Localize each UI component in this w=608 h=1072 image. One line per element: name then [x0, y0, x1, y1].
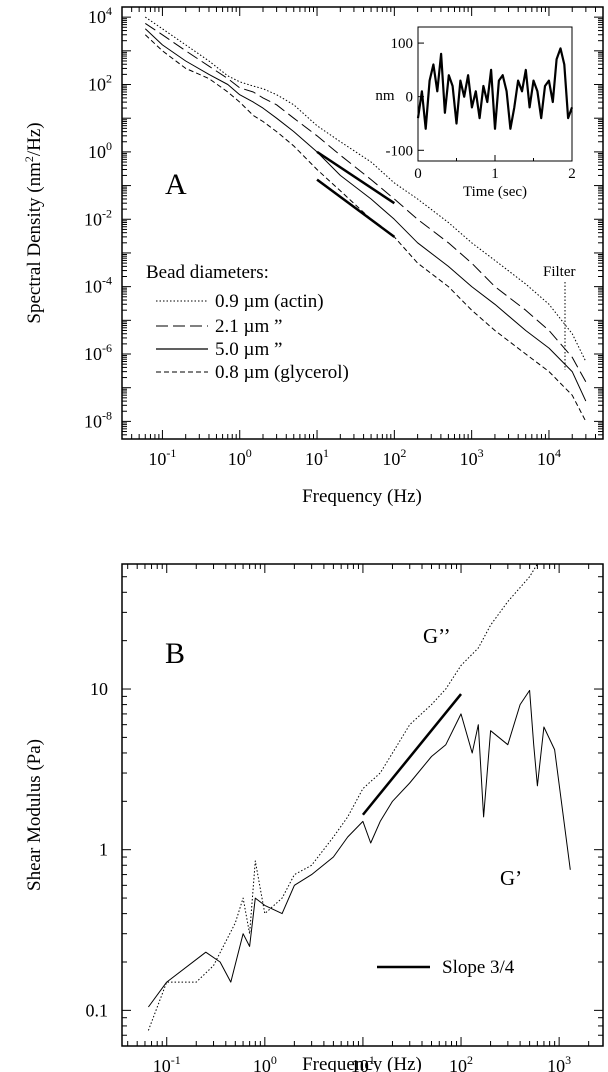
label-g-prime: G’: [500, 866, 522, 890]
panel-b-slope-lines: [361, 693, 463, 816]
x-tick-label: 102: [449, 1053, 473, 1072]
slope-line: [361, 693, 463, 816]
panel-a-series: [144, 16, 587, 422]
inset-y-tick-label: -100: [386, 143, 414, 159]
panel-b-frame: [121, 563, 604, 1047]
filter-annotation: Filter: [543, 264, 576, 370]
panel-b-legend: Slope 3/4: [377, 957, 515, 978]
y-tick-label: 10-6: [84, 341, 112, 364]
y-tick-label: 100: [88, 139, 112, 162]
inset-x-tick-label: 2: [568, 166, 576, 182]
panel-b-label: B: [165, 637, 185, 670]
x-tick-label: 103: [460, 446, 484, 469]
y-tick-label: 10-2: [84, 206, 112, 229]
panel-a-x-axis-label: Frequency (Hz): [302, 486, 422, 507]
x-tick-label: 10-1: [153, 1053, 181, 1072]
inset-y-axis-label: nm: [375, 88, 395, 104]
y-tick-label: 10: [90, 679, 108, 699]
inset-frame: [417, 26, 573, 162]
x-tick-label: 100: [228, 446, 252, 469]
legend-label-actin: 0.9 µm (actin): [215, 291, 324, 312]
series-line: [144, 34, 587, 422]
x-tick-label: 101: [351, 1053, 375, 1072]
y-tick-label: 10-4: [84, 274, 112, 297]
series-line: [145, 22, 587, 383]
x-tick-label: 103: [547, 1053, 571, 1072]
panel-a-ticks: 10-1 100 101 102 103 10410410210010-210-410-6…: [84, 4, 604, 469]
legend-label-slope: Slope 3/4: [442, 957, 515, 978]
legend-title: Bead diameters:: [146, 262, 269, 283]
slope-line: [316, 150, 396, 205]
inset-trace: [416, 47, 574, 130]
inset-y-tick-label: 0: [406, 90, 414, 106]
panel-a-y-axis-label: Spectral Density (nm2/Hz): [22, 122, 45, 323]
x-tick-label: 104: [537, 446, 561, 469]
x-tick-label: 100: [253, 1053, 277, 1072]
filter-label: Filter: [543, 264, 576, 280]
x-tick-label: 101: [305, 446, 329, 469]
x-tick-label: 102: [382, 446, 406, 469]
inset-x-axis-label: Time (sec): [463, 184, 527, 200]
label-g-double-prime: G’’: [423, 624, 451, 648]
series-line: [147, 563, 538, 1031]
panel-a-label: A: [165, 168, 187, 201]
inset-series: [416, 47, 574, 130]
inset-x-tick-label: 0: [414, 166, 422, 182]
series-line: [144, 28, 587, 402]
legend-label-5-0um: 5.0 µm ”: [215, 339, 282, 360]
panel-b-y-axis-label: Shear Modulus (Pa): [24, 739, 45, 891]
inset-x-tick-label: 1: [491, 166, 499, 182]
y-tick-label: 104: [88, 4, 112, 27]
series-line: [147, 689, 571, 1008]
y-tick-label: 102: [88, 72, 112, 95]
panel-a-slope-lines: [316, 150, 396, 238]
y-tick-label: 0.1: [86, 1000, 109, 1020]
panel-a-legend: Bead diameters: 0.9 µm (actin) 2.1 µm ” …: [146, 262, 349, 383]
panel-b-series: [147, 563, 571, 1031]
legend-label-2-1um: 2.1 µm ”: [215, 316, 282, 337]
x-tick-label: 10-1: [148, 446, 176, 469]
panel-b-x-axis-label: Frequency (Hz): [302, 1054, 422, 1072]
panel-a: 10-1 100 101 102 103 10410410210010-210-410-6…: [22, 4, 604, 507]
inset-y-tick-label: 100: [391, 36, 414, 52]
y-tick-label: 1: [99, 840, 108, 860]
legend-label-glycerol: 0.8 µm (glycerol): [215, 362, 349, 383]
slope-line: [316, 178, 396, 238]
y-tick-label: 10-8: [84, 408, 112, 431]
